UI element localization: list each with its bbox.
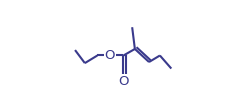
Text: O: O (105, 49, 115, 62)
Text: O: O (118, 75, 129, 88)
